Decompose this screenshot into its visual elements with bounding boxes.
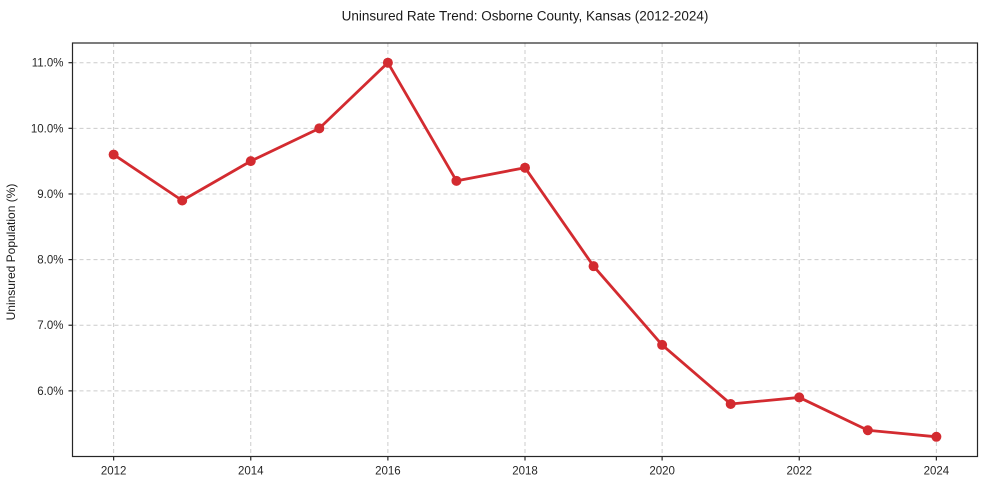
y-tick-label: 7.0% [37, 320, 63, 332]
data-point-2015 [314, 123, 325, 134]
data-point-2014 [245, 156, 256, 167]
y-tick-label: 8.0% [37, 255, 63, 267]
data-point-2024 [931, 431, 942, 442]
data-point-2012 [108, 149, 119, 160]
data-point-2021 [725, 398, 736, 409]
x-tick-label: 2020 [649, 466, 675, 478]
data-point-2023 [862, 425, 873, 436]
data-point-2022 [794, 392, 805, 403]
x-tick-label: 2014 [238, 466, 264, 478]
data-point-2019 [588, 261, 599, 272]
data-point-2020 [657, 339, 668, 350]
data-point-2013 [177, 195, 188, 206]
y-tick-label: 9.0% [37, 189, 63, 201]
y-tick-label: 11.0% [32, 58, 64, 70]
x-tick-label: 2024 [924, 466, 950, 478]
data-point-2016 [382, 57, 393, 68]
x-tick-label: 2018 [512, 466, 538, 478]
data-point-2017 [451, 175, 462, 186]
x-tick-label: 2016 [375, 466, 401, 478]
data-point-2018 [520, 162, 530, 173]
y-tick-label: 10.0% [31, 123, 64, 135]
x-tick-label: 2012 [101, 466, 127, 478]
y-tick-label: 6.0% [37, 386, 63, 398]
x-tick-label: 2022 [786, 466, 812, 478]
chart-title: Uninsured Rate Trend: Osborne County, Ka… [341, 8, 709, 24]
